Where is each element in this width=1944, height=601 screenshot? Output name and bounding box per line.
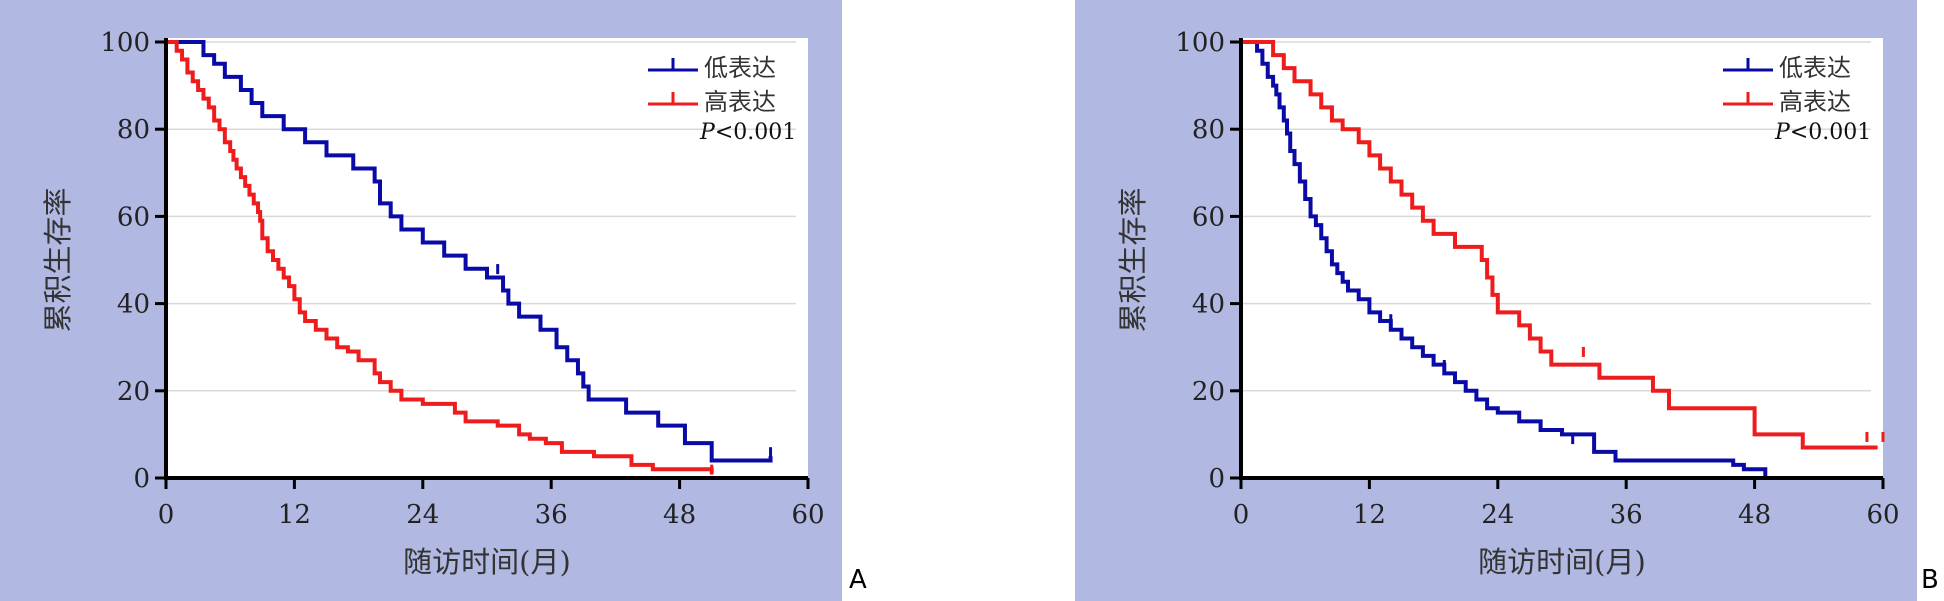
- y-tick-label: 100: [100, 28, 150, 58]
- y-tick-label: 60: [1192, 202, 1225, 232]
- y-tick-label: 100: [1175, 28, 1225, 58]
- y-tick-label: 20: [1192, 377, 1225, 407]
- x-tick-label: 36: [1610, 500, 1643, 530]
- series-line-low: [1241, 40, 1768, 478]
- p-symbol: P: [1774, 120, 1791, 145]
- legend-label: 高表达: [1779, 88, 1851, 116]
- panel-label-b: B: [1921, 565, 1939, 595]
- panel-label-a: A: [849, 565, 867, 595]
- y-tick-label: 20: [117, 377, 150, 407]
- chart-a: 0 20 40 60 80 100 0 12 24 36 48 60 随访时间(月) 累积生存率 低表达高表…: [41, 28, 825, 579]
- p-value: <0.001: [715, 120, 796, 145]
- x-tick-label: 24: [406, 500, 439, 530]
- x-tick-label: 48: [663, 500, 696, 530]
- series-line-high: [166, 40, 714, 474]
- p-value: <0.001: [1790, 120, 1871, 145]
- x-tick-label: 60: [791, 500, 824, 530]
- y-axis-title: 累积生存率: [1116, 187, 1150, 332]
- x-axis-title: 随访时间(月): [1478, 545, 1646, 579]
- p-value-label: P<0.001: [699, 120, 796, 145]
- legend-label: 高表达: [704, 88, 776, 116]
- p-symbol: P: [699, 120, 716, 145]
- y-tick-label: 40: [117, 290, 150, 320]
- series-line-low: [166, 40, 773, 463]
- legend-label: 低表达: [704, 54, 776, 82]
- x-axis-title: 随访时间(月): [403, 545, 571, 579]
- x-tick-label: 12: [1353, 500, 1386, 530]
- x-tick-label: 12: [278, 500, 311, 530]
- plot-area: [1241, 38, 1883, 478]
- y-tick-label: 40: [1192, 290, 1225, 320]
- y-tick-label: 80: [117, 115, 150, 145]
- x-tick-label: 0: [1233, 500, 1250, 530]
- y-tick-label: 80: [1192, 115, 1225, 145]
- y-tick-label: 0: [1208, 464, 1225, 494]
- legend-label: 低表达: [1779, 54, 1851, 82]
- x-tick-label: 36: [535, 500, 568, 530]
- x-tick-label: 48: [1738, 500, 1771, 530]
- x-tick-label: 60: [1866, 500, 1899, 530]
- y-axis-title: 累积生存率: [41, 187, 75, 332]
- panel-a: 0 20 40 60 80 100 0 12 24 36 48 60 随访时间(月) 累积生存率 低表达高表…: [0, 0, 842, 601]
- panel-b: 0 20 40 60 80 100 0 12 24 36 48 60 随访时间(月) 累积生存率 低表达高表…: [1075, 0, 1917, 601]
- x-tick-label: 0: [158, 500, 175, 530]
- series-line-high: [1241, 40, 1878, 450]
- chart-b: 0 20 40 60 80 100 0 12 24 36 48 60 随访时间(月) 累积生存率 低表达高表…: [1116, 28, 1900, 579]
- x-tick-label: 24: [1481, 500, 1514, 530]
- p-value-label: P<0.001: [1774, 120, 1871, 145]
- y-tick-label: 0: [133, 464, 150, 494]
- y-tick-label: 60: [117, 202, 150, 232]
